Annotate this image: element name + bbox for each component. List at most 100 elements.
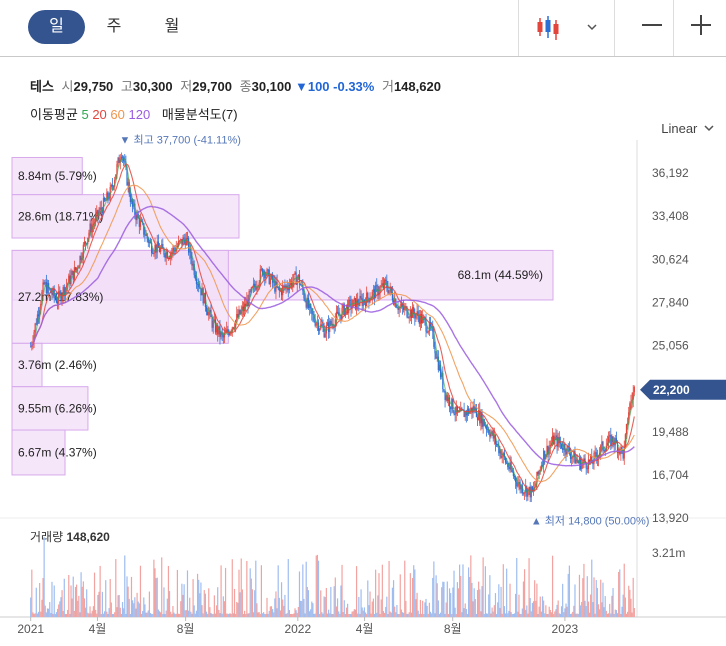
volume-bar — [476, 590, 479, 617]
volume-bar — [200, 582, 202, 617]
candle-body — [164, 254, 166, 258]
volume-bar — [190, 611, 192, 617]
volume-bar — [216, 605, 218, 617]
volume-bar — [52, 613, 54, 617]
volume-bar — [360, 589, 362, 617]
volume-profile-label: 6.67m (4.37%) — [18, 445, 97, 459]
candle-body — [400, 303, 402, 307]
volume-bar — [345, 607, 348, 617]
candle-body — [160, 247, 162, 252]
candle-body — [602, 441, 604, 450]
volume-bar — [229, 613, 231, 617]
volume-bar — [483, 613, 485, 617]
candle-body — [273, 280, 275, 283]
volume-bar — [584, 600, 586, 617]
candle-body — [418, 315, 420, 324]
volume-bar — [95, 609, 97, 617]
candle-body — [88, 232, 90, 238]
volume-bar — [594, 613, 596, 617]
volume-bar — [61, 590, 63, 617]
volume-bar — [334, 577, 336, 617]
volume-bar — [299, 600, 302, 617]
volume-bar — [76, 584, 78, 617]
volume-bar — [295, 610, 297, 617]
candle-body — [68, 275, 70, 284]
x-axis-label: 2022 — [284, 622, 311, 636]
volume-label: 거 — [381, 79, 394, 94]
candle-body — [559, 442, 562, 444]
candle-body — [443, 389, 445, 391]
volume-bar — [439, 612, 442, 617]
candle-body — [376, 285, 378, 287]
volume-bar — [491, 607, 493, 617]
candle-body — [565, 451, 567, 455]
scale-selector[interactable]: Linear — [661, 121, 714, 136]
candle-body — [79, 256, 81, 267]
volume-bar — [205, 611, 208, 617]
tab-month[interactable]: 월 — [164, 18, 180, 35]
volume-bar — [307, 590, 310, 617]
candle-body — [34, 323, 36, 333]
candle-body — [246, 299, 248, 307]
x-axis-label: 4월 — [89, 622, 107, 636]
volume-bar — [55, 612, 58, 617]
candle-body — [621, 446, 623, 451]
candle-body — [539, 469, 541, 471]
volume-bar — [53, 585, 55, 617]
candle-body — [454, 413, 456, 415]
candle-body — [216, 325, 218, 333]
volume-bar — [549, 609, 551, 617]
volume-bar — [100, 613, 102, 617]
volume-bar — [406, 613, 408, 617]
price-tick-label: 30,624 — [652, 252, 689, 266]
chart-type-selector[interactable] — [535, 14, 597, 42]
volume-bar — [264, 613, 266, 617]
volume-title: 거래량 148,620 — [30, 530, 110, 544]
volume-bar — [407, 613, 409, 617]
candle-body — [317, 322, 320, 331]
tab-week[interactable]: 주 — [106, 18, 122, 35]
volume-bar — [121, 602, 124, 617]
volume-bar — [173, 612, 175, 617]
volume-bar — [280, 582, 283, 617]
candle-body — [603, 449, 605, 451]
volume-bar — [623, 563, 625, 617]
zoom-in-button[interactable] — [690, 14, 712, 40]
volume-bar — [556, 604, 558, 617]
volume-bar — [463, 608, 465, 617]
candle-body — [280, 290, 283, 296]
candle-body — [107, 192, 109, 199]
candle-body — [521, 485, 523, 494]
candle-body — [83, 241, 86, 245]
volume-bar — [310, 609, 312, 617]
candle-body — [495, 443, 498, 445]
volume-bar — [525, 609, 527, 617]
volume-bar — [495, 613, 498, 617]
zoom-out-button[interactable] — [641, 14, 663, 40]
candle-body — [614, 438, 616, 446]
volume-bar — [485, 613, 488, 617]
candle-body — [343, 304, 345, 316]
candle-body — [248, 291, 250, 306]
volume-bar — [248, 613, 250, 617]
volume-bar — [35, 587, 37, 617]
volume-bar — [631, 612, 633, 617]
candle-body — [251, 286, 254, 288]
candle-body — [594, 452, 596, 454]
moving-average-legend[interactable]: 이동평균 5 20 60 120 매물분석도(7) — [30, 104, 238, 123]
candle-body — [339, 314, 341, 316]
candle-body — [41, 292, 43, 304]
volume-bar — [472, 601, 474, 617]
candle-body — [51, 293, 53, 295]
candle-body — [40, 303, 42, 311]
candle-body — [560, 443, 563, 448]
candle-body — [209, 309, 211, 312]
low-value: 29,700 — [192, 79, 232, 94]
tab-day[interactable]: 일 — [28, 10, 85, 44]
volume-bar — [339, 613, 341, 617]
volume-bar — [211, 613, 213, 617]
candle-body — [566, 445, 568, 455]
candle-body — [110, 184, 112, 187]
candle-body — [116, 164, 118, 175]
